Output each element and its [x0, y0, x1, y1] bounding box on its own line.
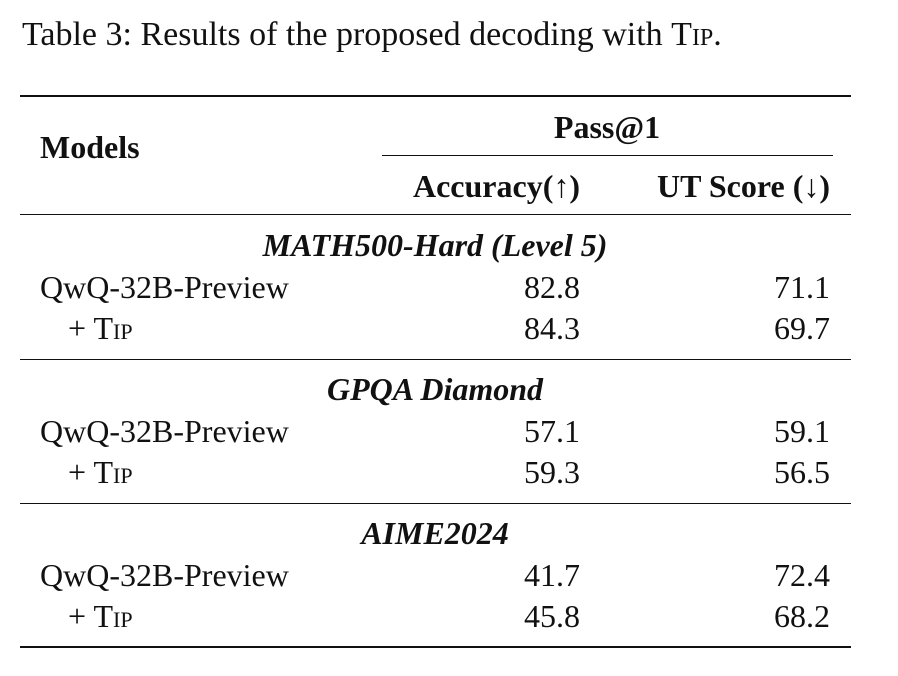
ut-score: 68.2: [774, 598, 830, 634]
models-header: Models: [40, 129, 140, 165]
section-rule: [20, 359, 851, 360]
group-header: Pass@1: [553, 109, 661, 145]
model-name: QwQ-32B-Preview: [40, 269, 289, 305]
section-title: MATH500-Hard (Level 5): [262, 227, 608, 263]
accuracy: 84.3: [524, 310, 580, 346]
model-name: QwQ-32B-Preview: [40, 413, 289, 449]
model-name: QwQ-32B-Preview: [40, 557, 289, 593]
accuracy: 59.3: [524, 454, 580, 490]
column-header: Accuracy(↑): [412, 168, 580, 204]
section-title: GPQA Diamond: [326, 371, 544, 407]
bottom-rule: [20, 646, 851, 648]
accuracy: 41.7: [524, 557, 580, 593]
accuracy: 82.8: [524, 269, 580, 305]
ut-score: 72.4: [774, 557, 830, 593]
ut-score: 56.5: [774, 454, 830, 490]
accuracy: 45.8: [524, 598, 580, 634]
caption-end: .: [713, 16, 722, 53]
section-title: AIME2024: [361, 515, 509, 551]
model-name: + Tip: [68, 598, 133, 634]
section-rule: [20, 503, 851, 504]
caption: Table 3: Results of the proposed decodin…: [22, 18, 722, 52]
model-name: + Tip: [68, 310, 133, 346]
header-rule: [20, 214, 851, 215]
group-rule: [382, 155, 833, 156]
ut-score: 59.1: [774, 413, 830, 449]
accuracy: 57.1: [524, 413, 580, 449]
caption-method: Tip: [671, 16, 714, 53]
column-header: UT Score (↓): [656, 168, 830, 204]
caption-text: Table 3: Results of the proposed decodin…: [22, 16, 672, 53]
ut-score: 69.7: [774, 310, 830, 346]
ut-score: 71.1: [774, 269, 830, 305]
model-name: + Tip: [68, 454, 133, 490]
top-rule: [20, 95, 851, 97]
